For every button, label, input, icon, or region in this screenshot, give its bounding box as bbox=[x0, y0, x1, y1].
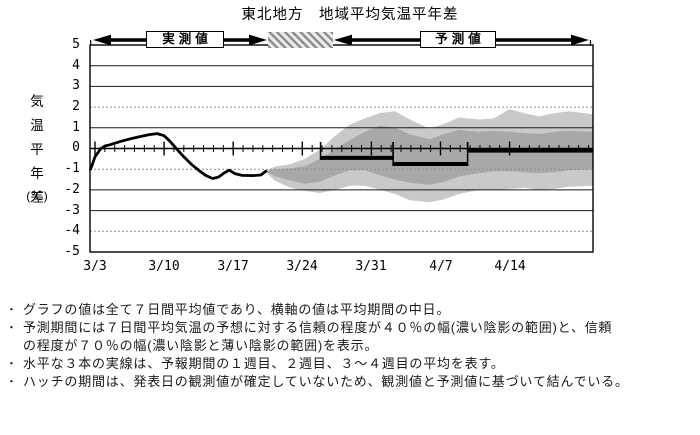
plot-border bbox=[89, 44, 594, 253]
y-tick-label: -5 bbox=[64, 244, 80, 259]
note-text: の程度が７０％の幅(濃い陰影と薄い陰影の範囲)を表示。 bbox=[23, 338, 379, 353]
y-tick-label: -4 bbox=[64, 223, 80, 238]
x-tick-label: 4/7 bbox=[429, 259, 453, 274]
note-item: ・ 水平な３本の実線は、予報期間の１週目、２週目、３～４週目の平均を表す。 bbox=[6, 355, 698, 373]
chart-title: 東北地方 地域平均気温平年差 bbox=[241, 7, 459, 23]
y-axis-unit: (℃) bbox=[26, 189, 48, 203]
note-text: ハッチの期間は、発表日の観測値が確定していないため、観測値と予測値に基づいて結ん… bbox=[23, 373, 629, 389]
forecast-arrow-right-head bbox=[571, 34, 589, 46]
note-item: の程度が７０％の幅(濃い陰影と薄い陰影の範囲)を表示。 bbox=[6, 337, 698, 355]
y-tick-label: 3 bbox=[72, 78, 80, 93]
note-text: 水平な３本の実線は、予報期間の１週目、２週目、３～４週目の平均を表す。 bbox=[23, 355, 505, 371]
note-bullet: ・ bbox=[6, 304, 18, 316]
hatch-period-box bbox=[268, 32, 333, 48]
y-tick-label: 2 bbox=[72, 99, 80, 114]
confidence-band-40 bbox=[264, 125, 593, 185]
forecast-period-label: 予測値 bbox=[420, 31, 496, 48]
observed-arrow-right-head bbox=[249, 34, 267, 46]
notes-list: ・ グラフの値は全て７日間平均値であり、横軸の値は平均期間の中日。 ・ 予測期間… bbox=[6, 301, 698, 391]
observed-period-label: 実測値 bbox=[146, 31, 224, 48]
y-tick-label: 5 bbox=[72, 37, 80, 52]
note-bullet: ・ bbox=[6, 322, 18, 334]
y-tick-label: 0 bbox=[72, 140, 80, 155]
note-bullet: ・ bbox=[6, 357, 18, 370]
note-text: グラフの値は全て７日間平均値であり、横軸の値は平均期間の中日。 bbox=[23, 302, 451, 317]
y-tick-label: 1 bbox=[72, 120, 80, 135]
x-tick-label: 3/10 bbox=[148, 259, 180, 274]
note-item: ・ グラフの値は全て７日間平均値であり、横軸の値は平均期間の中日。 bbox=[6, 301, 698, 319]
note-text: 予測期間には７日間平均気温の予想に対する信頼の程度が４０％の幅(濃い陰影の範囲)… bbox=[23, 320, 613, 335]
y-tick-label: -2 bbox=[64, 182, 80, 197]
y-axis-title: 気温平年差 bbox=[30, 94, 44, 205]
note-item: ・ ハッチの期間は、発表日の観測値が確定していないため、観測値と予測値に基づいて… bbox=[6, 373, 698, 391]
note-item: ・ 予測期間には７日間平均気温の予想に対する信頼の程度が４０％の幅(濃い陰影の範… bbox=[6, 319, 698, 337]
x-tick-label: 4/14 bbox=[494, 259, 526, 274]
forecast-arrow-left-head bbox=[334, 34, 352, 46]
x-tick-label: 3/3 bbox=[83, 259, 107, 274]
observed-arrow-left-head bbox=[93, 34, 111, 46]
x-tick-label: 3/17 bbox=[217, 259, 249, 274]
y-tick-label: -3 bbox=[64, 203, 80, 218]
y-tick-label: -1 bbox=[64, 161, 80, 176]
y-tick-label: 4 bbox=[72, 58, 80, 73]
x-tick-label: 3/24 bbox=[286, 259, 318, 274]
temperature-anomaly-chart bbox=[89, 34, 594, 253]
x-tick-label: 3/31 bbox=[355, 259, 387, 274]
note-bullet: ・ bbox=[6, 375, 18, 388]
observed-line bbox=[89, 132, 268, 180]
note-bullet bbox=[6, 337, 23, 355]
